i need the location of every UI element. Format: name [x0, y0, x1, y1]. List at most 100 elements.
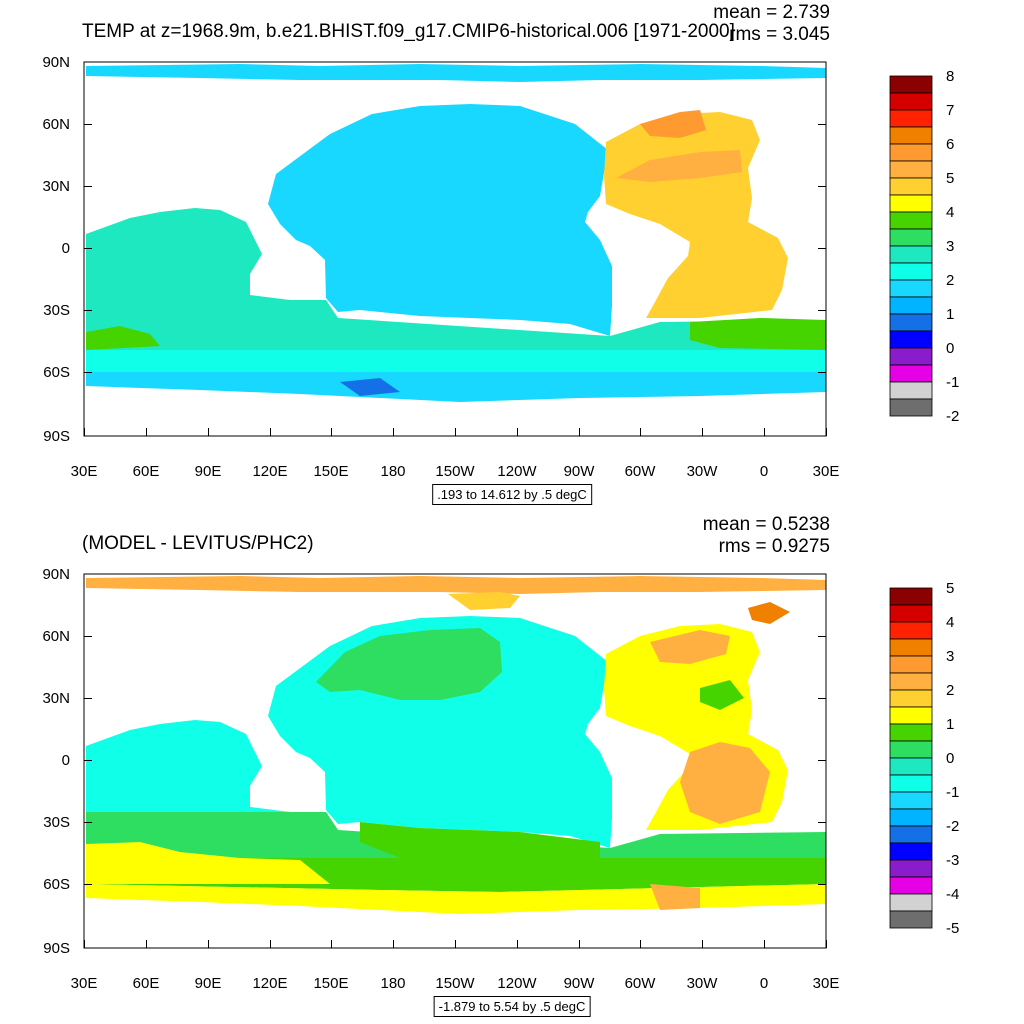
colorbar-label: 1 — [946, 306, 954, 323]
lon-label: 60W — [625, 463, 657, 480]
lon-label: 90W — [564, 463, 596, 480]
lat-label: 0 — [62, 752, 70, 769]
lon-label: 180 — [380, 975, 405, 992]
colorbar-label: 5 — [946, 580, 954, 597]
colorbar-swatch — [889, 876, 933, 895]
colorbar-swatch — [889, 604, 933, 623]
colorbar-swatch — [889, 655, 933, 674]
mean-stat: mean = 0.5238 — [702, 514, 830, 535]
lon-label: 180 — [380, 463, 405, 480]
colorbar-label: -3 — [946, 852, 959, 869]
colorbar-swatch — [889, 160, 933, 179]
colorbar-swatch — [889, 228, 933, 247]
map-frame — [83, 61, 827, 437]
lat-label: 30S — [43, 814, 70, 831]
colorbar-swatch — [889, 126, 933, 145]
colorbar-swatch — [889, 279, 933, 298]
lon-label: 150W — [435, 975, 475, 992]
colorbar-label: 8 — [946, 68, 954, 85]
map-title: (MODEL - LEVITUS/PHC2) — [82, 533, 314, 554]
colorbar-label: 6 — [946, 136, 954, 153]
lon-label: 30W — [687, 975, 719, 992]
colorbar-swatch — [889, 245, 933, 264]
lon-label: 90W — [564, 975, 596, 992]
map-plot: 90N 60N 30N 0 30S 60S 90S 30E 60E 90E 12… — [42, 54, 959, 480]
colorbar-label: 1 — [946, 716, 954, 733]
colorbar: 5 4 3 2 1 0 -1 -2 -3 -4 -5 — [889, 580, 959, 937]
lat-label: 30N — [42, 690, 70, 707]
colorbar-swatch — [889, 723, 933, 742]
ocean-fill — [86, 64, 826, 402]
colorbar-label: -1 — [946, 784, 959, 801]
colorbar-swatch — [889, 347, 933, 366]
colorbar-label: 4 — [946, 204, 954, 221]
longitude-labels: 30E 60E 90E 120E 150E 180 150W 120W 90W … — [71, 463, 840, 480]
latitude-labels: 90N 60N 30N 0 30S 60S 90S — [42, 54, 70, 445]
colorbar-swatch — [889, 740, 933, 759]
colorbar-swatch — [889, 364, 933, 383]
colorbar-label: 2 — [946, 682, 954, 699]
map-title: TEMP at z=1968.9m, b.e21.BHIST.f09_g17.C… — [82, 21, 735, 42]
colorbar-swatch — [889, 262, 933, 281]
bottom-map-panel: (MODEL - LEVITUS/PHC2) mean = 0.5238 rms… — [0, 512, 1024, 1024]
lon-label: 120W — [497, 463, 537, 480]
contour-range-box: .193 to 14.612 by .5 degC — [432, 484, 592, 505]
colorbar-swatch — [889, 672, 933, 691]
colorbar-swatch — [889, 808, 933, 827]
lat-label: 90S — [43, 940, 70, 957]
colorbar-swatch — [889, 910, 933, 929]
lon-label: 0 — [760, 463, 768, 480]
colorbar-swatch — [889, 825, 933, 844]
colorbar-swatch — [889, 791, 933, 810]
lon-label: 120E — [252, 975, 287, 992]
lon-label: 90E — [195, 975, 222, 992]
lon-label: 30W — [687, 463, 719, 480]
colorbar-swatch — [889, 313, 933, 332]
lat-label: 0 — [62, 240, 70, 257]
colorbar-swatch — [889, 638, 933, 657]
colorbar-label: 2 — [946, 272, 954, 289]
contour-range-box: -1.879 to 5.54 by .5 degC — [433, 996, 591, 1017]
colorbar-label: 3 — [946, 648, 954, 665]
colorbar-label: -2 — [946, 818, 959, 835]
lat-label: 60S — [43, 876, 70, 893]
colorbar-label: 4 — [946, 614, 954, 631]
colorbar-swatch — [889, 706, 933, 725]
lon-label: 0 — [760, 975, 768, 992]
colorbar-swatch — [889, 194, 933, 213]
colorbar-swatch — [889, 893, 933, 912]
colorbar-swatch — [889, 330, 933, 349]
lon-label: 30E — [813, 463, 840, 480]
ocean-fill — [86, 576, 826, 914]
colorbar-label: 0 — [946, 340, 954, 357]
colorbar-swatch — [889, 177, 933, 196]
lon-label: 60W — [625, 975, 657, 992]
lon-label: 90E — [195, 463, 222, 480]
top-map-panel: TEMP at z=1968.9m, b.e21.BHIST.f09_g17.C… — [42, 2, 959, 505]
colorbar-swatch — [889, 587, 933, 606]
lat-label: 90S — [43, 428, 70, 445]
colorbar-swatch — [889, 92, 933, 111]
colorbar-swatch — [889, 143, 933, 162]
lon-label: 30E — [71, 975, 98, 992]
colorbar-swatch — [889, 381, 933, 400]
lon-label: 30E — [71, 463, 98, 480]
lat-label: 60S — [43, 364, 70, 381]
colorbar-swatch — [889, 211, 933, 230]
longitude-labels: 30E 60E 90E 120E 150E 180 150W 120W 90W … — [71, 975, 840, 992]
lon-label: 60E — [133, 463, 160, 480]
colorbar-label: 5 — [946, 170, 954, 187]
lon-label: 30E — [813, 975, 840, 992]
lat-label: 30S — [43, 302, 70, 319]
lon-label: 60E — [133, 975, 160, 992]
lat-label: 30N — [42, 178, 70, 195]
lat-label: 60N — [42, 116, 70, 133]
colorbar-label: 3 — [946, 238, 954, 255]
colorbar: 8 7 6 5 4 3 2 1 0 -1 -2 — [889, 68, 959, 425]
colorbar-swatch — [889, 859, 933, 878]
colorbar-swatch — [889, 757, 933, 776]
colorbar-swatch — [889, 398, 933, 417]
colorbar-label: -4 — [946, 886, 959, 903]
colorbar-label: -1 — [946, 374, 959, 391]
lon-label: 150E — [313, 975, 348, 992]
